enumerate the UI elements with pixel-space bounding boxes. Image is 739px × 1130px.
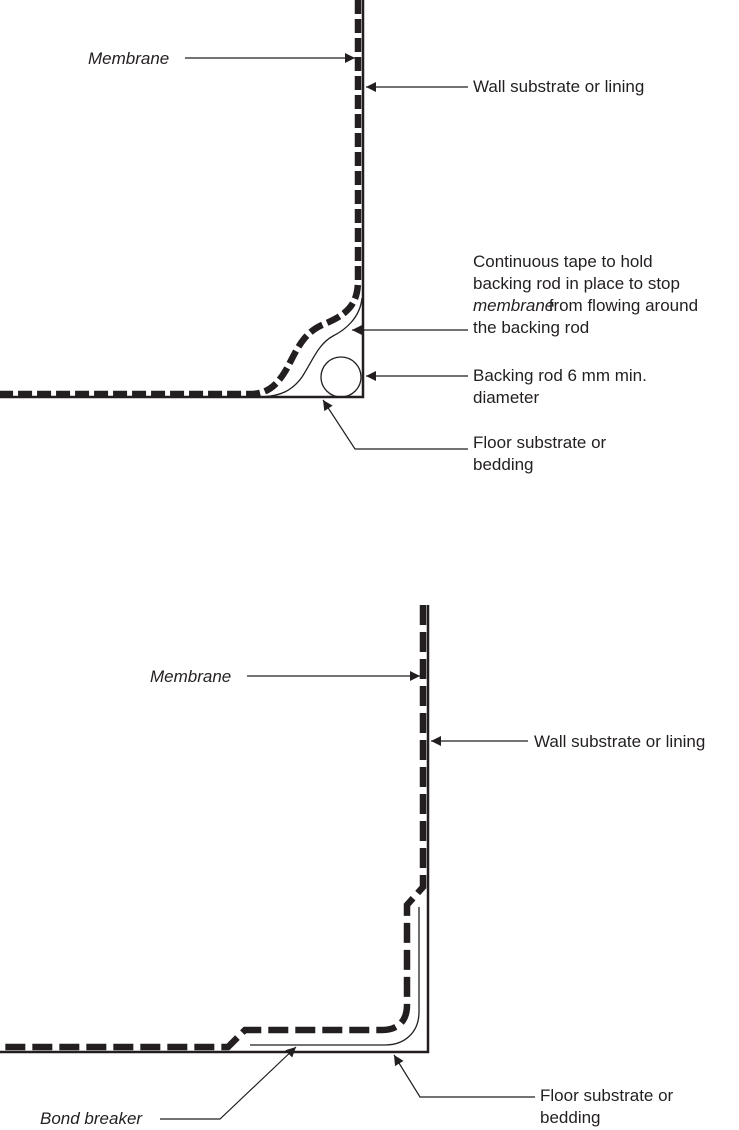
bottom-wall-label: Wall substrate or lining [534, 732, 706, 751]
tape-label-line-2: backing rod in place to stop [473, 274, 680, 293]
bottom-membrane-label: Membrane [150, 667, 232, 686]
top-membrane [0, 0, 362, 398]
top-floor-label: Floor substrate or bedding [473, 433, 607, 474]
tape-label-line-4: the backing rod [473, 318, 590, 337]
top-wall-label: Wall substrate or lining [473, 77, 645, 96]
bond-breaker-label: Bond breaker [40, 1109, 143, 1128]
tape-label-rest: from flowing around [544, 296, 699, 315]
bottom-membrane [0, 605, 427, 1051]
top-floor-leader [322, 399, 468, 450]
rod-label: Backing rod 6 mm min. diameter [473, 366, 647, 407]
bottom-floor-label: Floor substrate or bedding [540, 1086, 674, 1127]
bond-breaker-leader [160, 1046, 297, 1120]
tape-label-italic: membrane [473, 296, 555, 315]
tape-label-line-1: Continuous tape to hold [473, 252, 653, 271]
backing-rod [320, 356, 362, 398]
bond-breaker [250, 907, 420, 1046]
top-membrane-label: Membrane [88, 49, 170, 68]
top-tape [261, 297, 363, 398]
bottom-floor-leader [393, 1054, 535, 1098]
bottom-substrate [0, 605, 430, 1054]
